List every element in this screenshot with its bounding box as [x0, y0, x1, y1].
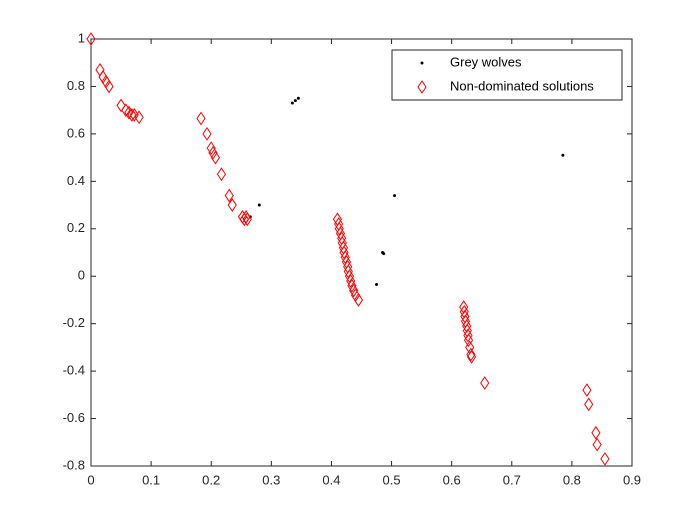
x-tick-label: 0.4: [322, 472, 340, 487]
x-tick-label: 0.5: [383, 472, 401, 487]
diamond-marker: [346, 274, 356, 288]
x-tick-label: 0.3: [262, 472, 280, 487]
legend-box: [391, 49, 623, 101]
diamond-marker: [134, 110, 144, 125]
dot-marker: [290, 101, 294, 105]
diamond-marker: [216, 167, 227, 182]
x-tick-label: 0.7: [503, 472, 521, 487]
y-tick-label: 0.2: [67, 220, 85, 235]
y-tick-label: -0.6: [63, 410, 85, 425]
y-tick-label: -0.2: [63, 315, 85, 330]
diamond-marker: [349, 283, 359, 298]
plot-area: [90, 38, 633, 467]
diamond-marker: [343, 264, 353, 279]
diamond-marker: [124, 105, 134, 120]
diamond-marker: [121, 103, 131, 118]
diamond-marker: [463, 328, 473, 343]
x-tick-label: 0.8: [563, 472, 581, 487]
diamond-marker: [340, 250, 350, 265]
x-tick-label: 0.2: [202, 472, 220, 487]
diamond-marker: [227, 198, 237, 212]
x-tick-label: 0: [87, 472, 94, 487]
diamond-marker: [129, 108, 139, 122]
y-tick-label: 0.4: [67, 173, 85, 188]
dot-marker: [420, 61, 424, 65]
diamond-marker: [196, 111, 206, 126]
legend-label: Non-dominated solutions: [450, 78, 594, 93]
y-tick-label: 0.6: [67, 125, 85, 140]
y-tick-label: 0: [78, 268, 85, 283]
diamond-marker: [591, 425, 601, 440]
y-tick-label: 1: [78, 30, 85, 45]
legend: Grey wolves Non-dominated solutions: [391, 49, 623, 101]
y-tick-label: -0.4: [63, 363, 85, 378]
diamond-marker: [417, 80, 427, 94]
diamond-marker: [339, 245, 349, 260]
diamond-marker: [208, 145, 218, 160]
dot-marker: [296, 96, 300, 100]
x-tick-label: 0.6: [443, 472, 461, 487]
dot-marker: [375, 283, 379, 287]
diamond-marker: [466, 347, 476, 362]
diamond-marker: [582, 383, 592, 397]
diamond-marker: [600, 451, 610, 466]
diamond-marker: [463, 333, 474, 348]
dot-marker: [382, 252, 386, 256]
legend-label: Grey wolves: [450, 54, 522, 69]
diamond-marker: [206, 141, 216, 156]
diamond-marker: [334, 221, 344, 236]
y-tick-label: -0.8: [63, 457, 85, 472]
diamond-marker: [239, 212, 249, 227]
diamond-marker: [127, 108, 137, 122]
dot-marker: [561, 153, 565, 157]
diamond-marker: [116, 98, 126, 113]
diamond-marker: [224, 188, 234, 203]
diamond-marker: [344, 269, 355, 284]
diamond-marker: [353, 293, 364, 307]
diamond-marker: [480, 376, 490, 390]
diamond-marker: [347, 278, 357, 293]
diamond-marker: [592, 437, 602, 452]
dot-marker: [293, 99, 297, 103]
dot-marker: [393, 194, 397, 198]
diamond-marker: [584, 397, 594, 412]
diamond-marker: [242, 212, 252, 227]
dot-marker: [257, 203, 261, 207]
x-tick-label: 0.9: [623, 472, 641, 487]
diamond-marker: [86, 32, 96, 46]
diamond-marker: [202, 126, 212, 141]
x-tick-label: 0.1: [142, 472, 160, 487]
y-tick-label: 0.8: [67, 78, 85, 93]
diamond-marker: [466, 349, 477, 364]
diamond-marker: [104, 79, 114, 94]
diamond-marker: [210, 150, 221, 165]
